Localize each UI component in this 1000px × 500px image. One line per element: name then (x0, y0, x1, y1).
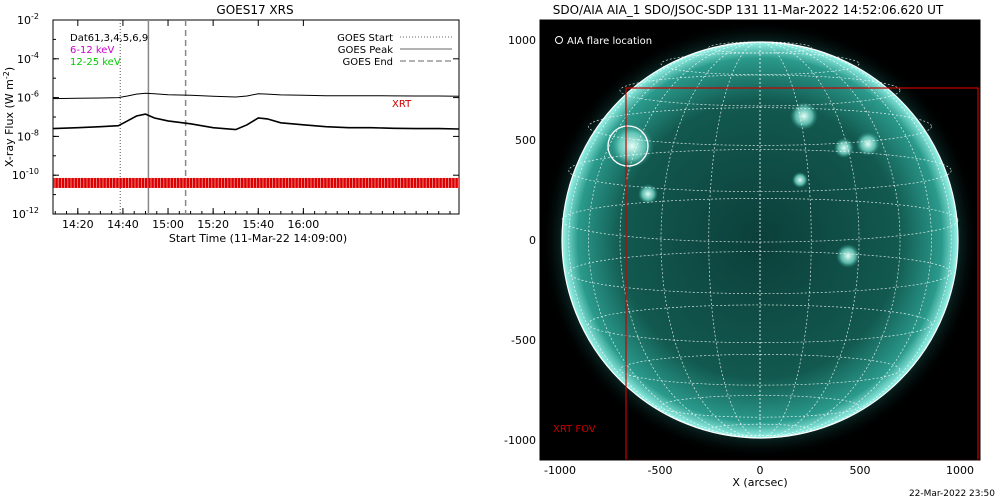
active-region (790, 102, 818, 130)
aia-x-tick-label: -1000 (544, 464, 576, 477)
goes-legend-left-item: 6-12 keV (70, 45, 114, 56)
longitude-line (588, 41, 761, 439)
goes-x-tick-label: 14:40 (107, 218, 139, 231)
aia-x-tick-label: 500 (850, 464, 871, 477)
goes-y-axis-label-close: ) (3, 67, 16, 71)
goes-chart-title: GOES17 XRS (216, 3, 293, 17)
xrt-coverage-bars (53, 177, 459, 188)
active-region (638, 184, 658, 204)
goes-x-tick-label: 15:20 (197, 218, 229, 231)
xrt-annotation: XRT (392, 99, 412, 110)
aia-y-tick-label: -1000 (504, 434, 536, 447)
longitude-line (759, 41, 812, 439)
footer-timestamp: 22-Mar-2022 23:50 (909, 489, 995, 499)
goes-y-axis-label: X-ray Flux (W m-2) (2, 67, 16, 167)
goes-y-tick-label: 10-4 (17, 51, 39, 66)
xrt-fov-box (625, 87, 979, 460)
longitude-line (759, 41, 932, 439)
goes-y-axis: 10-2 10-4 10-6 10-8 10-10 10-12 (12, 12, 459, 221)
xrt-fov-label: XRT FOV (553, 424, 596, 435)
aia-y-tick-label: -500 (511, 334, 536, 347)
solar-limb (561, 41, 959, 439)
active-region (836, 244, 860, 268)
aia-x-axis-label: X (arcsec) (732, 476, 787, 489)
goes-x-tick-label: 14:20 (62, 218, 94, 231)
goes-series-6-12kev (52, 92, 460, 100)
goes-x-tick-label: 16:00 (288, 218, 320, 231)
flare-location-legend: AIA flare location (567, 36, 652, 47)
latitude-line (588, 304, 932, 344)
longitude-line (568, 41, 761, 439)
aia-x-axis: -1000 -500 0 500 1000 (544, 453, 974, 477)
goes-series-12-25kev (52, 113, 460, 131)
longitude-line (759, 41, 952, 439)
goes-x-tick-label: 15:40 (242, 218, 274, 231)
active-region (834, 138, 854, 158)
goes-legend-left-item: 12-25 keV (70, 57, 121, 68)
goes-y-axis-label-exp: -2 (2, 71, 11, 79)
aia-image-chart: SDO/AIA AIA_1 SDO/JSOC-SDP 131 11-Mar-20… (504, 3, 981, 489)
active-region (856, 132, 880, 156)
goes-y-tick-label: 10-8 (17, 128, 39, 143)
xrt-coverage-band (53, 177, 459, 188)
longitude-line (660, 41, 761, 439)
aia-image-content (540, 20, 980, 460)
aia-x-tick-label: 1000 (946, 464, 974, 477)
goes-legend-right-label: GOES Start (337, 33, 393, 44)
longitude-line (708, 41, 761, 439)
latitude-line (619, 74, 901, 107)
aia-y-tick-label: 500 (515, 134, 536, 147)
flare-location-legend-icon (555, 36, 563, 44)
active-region (610, 124, 654, 168)
aia-x-tick-label: 0 (757, 464, 764, 477)
goes-legend-left-item: Dat61,3,4,5,6,9 (70, 33, 148, 44)
aia-y-axis: 1000 500 0 -500 -1000 (504, 34, 547, 447)
aia-y-tick-label: 0 (529, 234, 536, 247)
goes-series-group (52, 92, 460, 131)
longitude-line (759, 41, 860, 439)
aia-x-tick-label: -500 (648, 464, 673, 477)
flare-location-marker (607, 125, 649, 167)
goes-legend-right-label: GOES Peak (338, 45, 393, 56)
goes-y-tick-label: 10-2 (17, 12, 39, 27)
goes-y-tick-label: 10-6 (17, 90, 39, 105)
latitude-line (619, 354, 901, 386)
goes-y-axis-label-main: X-ray Flux (W m (3, 79, 16, 167)
longitude-line (759, 41, 901, 439)
latitude-line (588, 107, 932, 146)
aia-y-tick-label: 1000 (508, 34, 536, 47)
goes-xrs-chart: GOES17 XRS 10-2 10-4 10-6 10-8 10-10 10-12 14… (2, 3, 460, 245)
active-region (792, 172, 808, 188)
longitude-line (619, 41, 761, 439)
goes-x-tick-label: 15:00 (152, 218, 184, 231)
goes-x-axis-label: Start Time (11-Mar-22 14:09:00) (169, 232, 347, 245)
goes-y-tick-label: 10-12 (12, 206, 39, 221)
goes-y-tick-label: 10-10 (12, 167, 39, 182)
goes-legend-right-label: GOES End (343, 57, 393, 68)
aia-chart-title: SDO/AIA AIA_1 SDO/JSOC-SDP 131 11-Mar-20… (553, 3, 944, 17)
goes-x-axis: 14:20 14:40 15:00 15:20 15:40 16:00 (54, 20, 451, 231)
latitude-line (568, 149, 952, 192)
latitude-line (660, 395, 860, 418)
